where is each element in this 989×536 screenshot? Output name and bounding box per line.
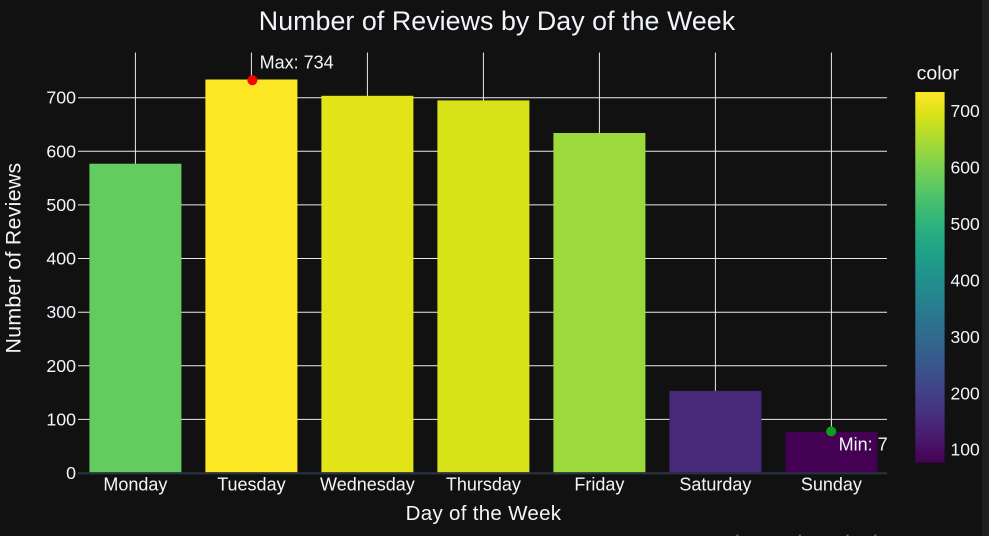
svg-text:Day of the Week: Day of the Week bbox=[406, 502, 562, 525]
svg-text:Monday: Monday bbox=[103, 474, 167, 494]
svg-text:0: 0 bbox=[66, 463, 76, 483]
svg-text:300: 300 bbox=[46, 302, 76, 322]
svg-text:500: 500 bbox=[46, 195, 76, 215]
svg-text:400: 400 bbox=[951, 270, 980, 290]
svg-text:Sunday: Sunday bbox=[801, 474, 862, 494]
svg-text:Number of Reviews by Day of th: Number of Reviews by Day of the Week bbox=[259, 6, 736, 36]
svg-text:500: 500 bbox=[951, 214, 980, 234]
svg-text:100: 100 bbox=[46, 409, 76, 429]
svg-text:700: 700 bbox=[46, 88, 76, 108]
svg-text:color: color bbox=[917, 63, 960, 85]
svg-text:Friday: Friday bbox=[574, 474, 624, 494]
svg-text:100: 100 bbox=[951, 440, 980, 460]
svg-text:Number of Reviews: Number of Reviews bbox=[2, 163, 26, 354]
svg-text:Min: 7: Min: 7 bbox=[839, 435, 888, 455]
svg-text:Wednesday: Wednesday bbox=[320, 474, 415, 494]
svg-text:700: 700 bbox=[951, 101, 980, 121]
svg-text:300: 300 bbox=[951, 327, 980, 347]
svg-text:400: 400 bbox=[46, 249, 76, 269]
svg-text:Thursday: Thursday bbox=[446, 474, 521, 494]
svg-text:Tuesday: Tuesday bbox=[217, 474, 285, 494]
svg-text:600: 600 bbox=[46, 141, 76, 161]
svg-text:200: 200 bbox=[46, 356, 76, 376]
svg-text:Saturday: Saturday bbox=[679, 474, 751, 494]
svg-text:600: 600 bbox=[951, 158, 980, 178]
svg-text:200: 200 bbox=[951, 383, 980, 403]
svg-text:Max: 734: Max: 734 bbox=[260, 53, 334, 73]
